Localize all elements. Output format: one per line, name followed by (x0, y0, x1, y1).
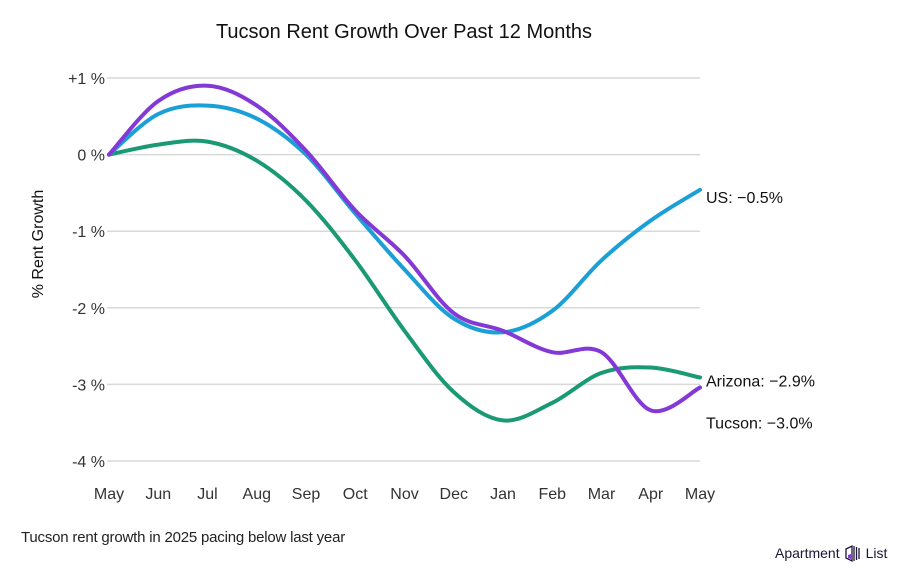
x-tick-label: Jun (145, 486, 171, 503)
series-line-tucson (107, 83, 702, 414)
series-line-arizona (107, 138, 702, 423)
y-axis-ticks: +1 % 0 % -1 % -2 % -3 % -4 % (68, 71, 105, 471)
x-tick-label: May (685, 486, 715, 503)
y-tick-label: -3 % (72, 377, 105, 394)
chart-title: Tucson Rent Growth Over Past 12 Months (216, 21, 592, 43)
y-tick-label: +1 % (68, 71, 105, 88)
y-tick-label: -1 % (72, 224, 105, 241)
x-tick-label: Jul (197, 486, 217, 503)
apartment-list-logo-icon (844, 544, 860, 563)
series-line-us (107, 103, 702, 335)
end-labels: Arizona: −2.9% US: −0.5% Tucson: −3.0% (706, 190, 815, 433)
y-tick-label: -4 % (72, 454, 105, 471)
line-chart: Tucson Rent Growth Over Past 12 Months +… (30, 21, 815, 503)
x-tick-label: Feb (538, 486, 566, 503)
brand-logo: Apartment List (775, 543, 887, 563)
x-tick-label: Aug (243, 486, 271, 503)
end-label-us: US: −0.5% (706, 190, 783, 207)
x-tick-label: Oct (343, 486, 368, 503)
end-label-arizona: Arizona: −2.9% (706, 374, 815, 391)
x-tick-label: Dec (440, 486, 468, 503)
y-tick-label: -2 % (72, 301, 105, 318)
y-tick-label: 0 % (77, 148, 105, 165)
x-tick-label: Mar (588, 486, 616, 503)
gridlines (107, 77, 700, 462)
end-label-tucson: Tucson: −3.0% (706, 415, 813, 432)
x-tick-label: Apr (638, 486, 664, 503)
x-tick-label: May (94, 486, 124, 503)
x-tick-label: Nov (390, 486, 418, 503)
chart-caption: Tucson rent growth in 2025 pacing below … (21, 529, 346, 546)
brand-name-left: Apartment (775, 545, 840, 561)
x-tick-label: Sep (292, 486, 321, 503)
y-axis-label: % Rent Growth (30, 190, 47, 298)
brand-name-right: List (865, 545, 888, 561)
x-tick-label: Jan (490, 486, 516, 503)
x-axis-ticks: May Jun Jul Aug Sep Oct Nov Dec Jan Feb Mar Apr May (94, 486, 715, 503)
series-lines (107, 83, 702, 423)
